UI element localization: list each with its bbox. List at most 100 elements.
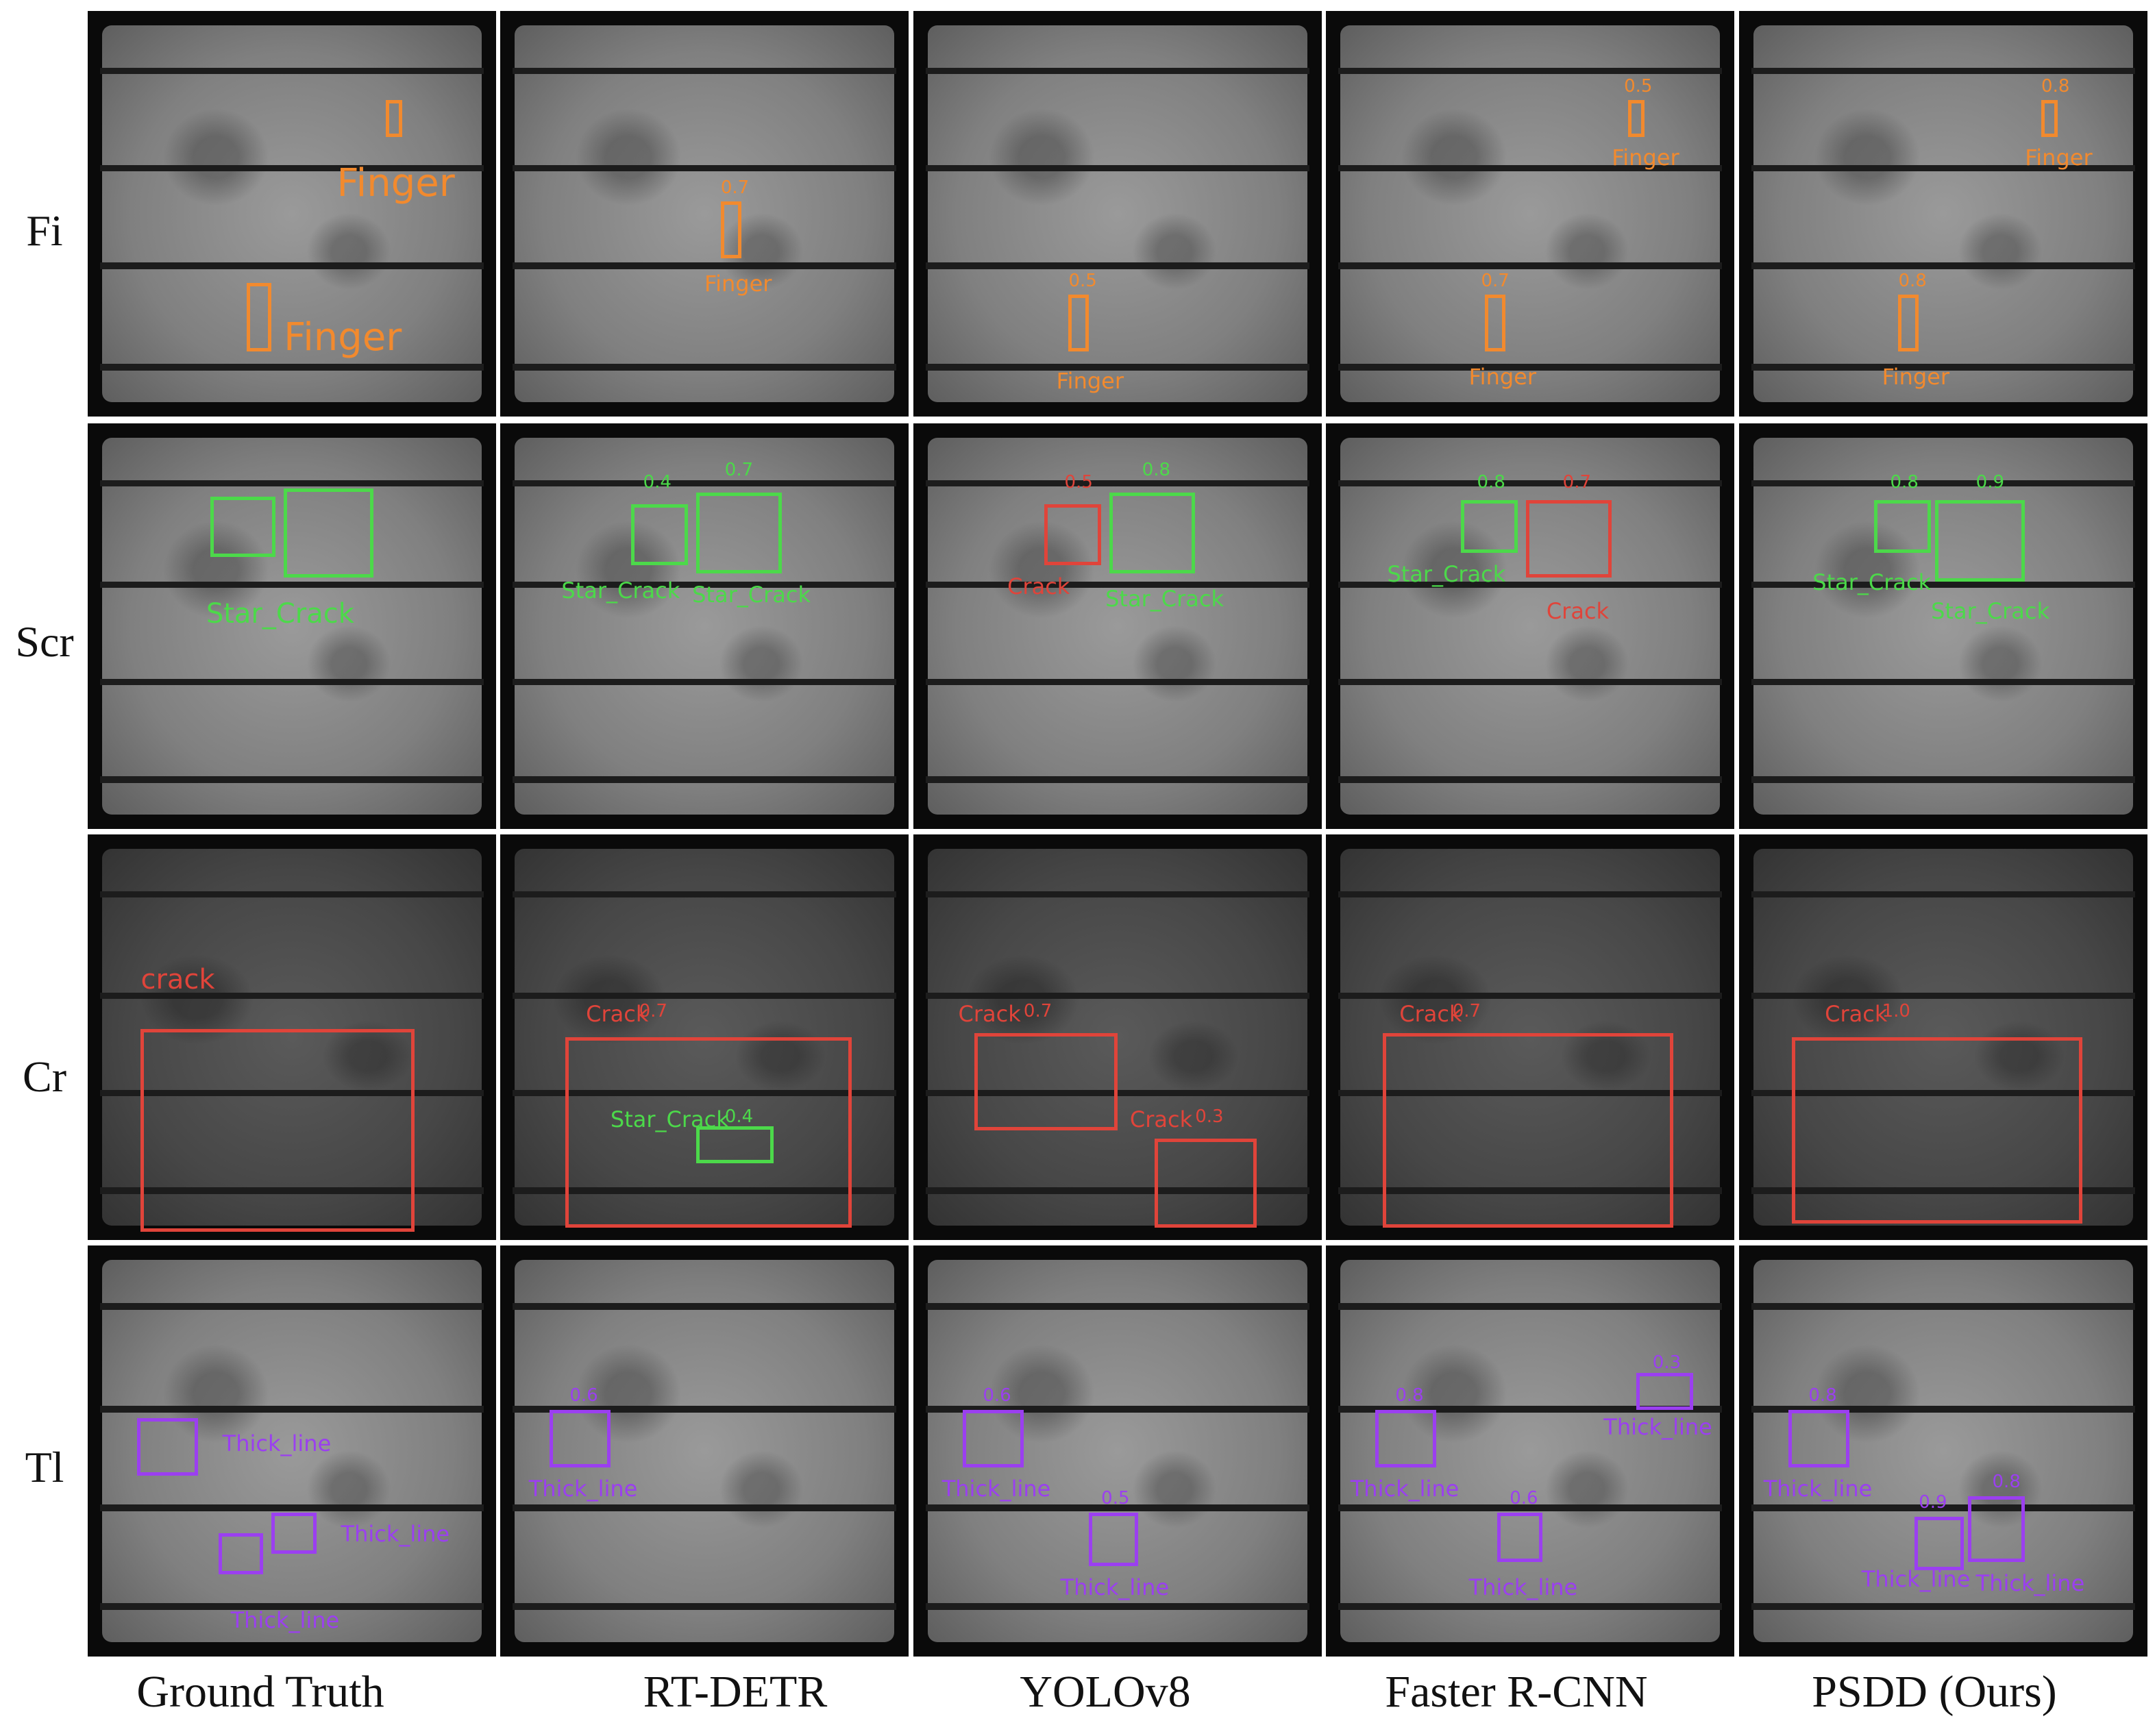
- solar-cell-image: Finger Finger: [88, 11, 496, 417]
- wafer-surface: [1753, 1260, 2134, 1642]
- detection-box: [1788, 1410, 1849, 1467]
- busbar-line: [925, 581, 1310, 588]
- wafer-surface: [927, 1260, 1308, 1642]
- detection-box: [1935, 500, 2025, 582]
- busbar-line: [1751, 1187, 2136, 1194]
- detection-box: [2041, 100, 2058, 137]
- detection-label: Star_Crack: [206, 597, 354, 630]
- detection-box: [136, 1418, 198, 1476]
- detection-label: Thick_line: [222, 1430, 332, 1456]
- column-label: Ground Truth: [136, 1667, 384, 1717]
- detection-box: [1898, 295, 1919, 352]
- busbar-line: [1751, 776, 2136, 783]
- detection-score: 0.8: [1477, 472, 1505, 493]
- detection-score: 0.4: [724, 1106, 754, 1127]
- detection-label: Finger: [1468, 364, 1536, 390]
- busbar-line: [1338, 1603, 1723, 1610]
- busbar-line: [512, 480, 897, 487]
- column-label: YOLOv8: [1020, 1667, 1191, 1717]
- busbar-line: [99, 581, 484, 588]
- solar-cell-image: Thick_line Thick_line Thick_line: [88, 1245, 496, 1657]
- busbar-line: [512, 262, 897, 269]
- column-label: RT-DETR: [643, 1667, 828, 1717]
- detection-box: [247, 282, 272, 352]
- detection-label: Thick_line: [1763, 1476, 1873, 1502]
- solar-cell-image: Thick_line 0.6: [500, 1245, 909, 1657]
- detection-score: 0.6: [983, 1385, 1011, 1406]
- busbar-line: [1338, 67, 1723, 75]
- busbar-line: [99, 992, 484, 1000]
- detection-score: 0.7: [1452, 1000, 1481, 1021]
- busbar-line: [99, 1504, 484, 1511]
- busbar-line: [1751, 891, 2136, 898]
- column-label: Faster R-CNN: [1385, 1667, 1648, 1717]
- detection-box: [140, 1029, 415, 1232]
- detection-box: [1154, 1139, 1257, 1228]
- wafer-surface: [101, 437, 482, 815]
- busbar-line: [925, 67, 1310, 75]
- detection-box: [1089, 1513, 1138, 1566]
- wafer-surface: [1753, 437, 2134, 815]
- busbar-line: [925, 992, 1310, 1000]
- busbar-line: [99, 67, 484, 75]
- detection-box: [1068, 295, 1089, 352]
- busbar-line: [1751, 992, 2136, 1000]
- detection-label: Star_Crack: [1931, 597, 2049, 624]
- busbar-line: [1338, 1303, 1723, 1310]
- busbar-line: [512, 364, 897, 371]
- busbar-line: [1338, 891, 1723, 898]
- detection-box: [1914, 1517, 1964, 1570]
- wafer-surface: [514, 1260, 895, 1642]
- busbar-line: [99, 480, 484, 487]
- detection-label: Star_Crack: [1387, 561, 1506, 588]
- detection-box: [1526, 500, 1612, 578]
- detection-score: 0.8: [1395, 1385, 1424, 1406]
- detection-label: Crack: [1007, 573, 1070, 600]
- detection-score: 0.6: [1510, 1488, 1538, 1509]
- busbar-line: [512, 992, 897, 1000]
- detection-label: Finger: [1056, 367, 1124, 394]
- detection-label: Crack: [958, 1000, 1021, 1027]
- busbar-line: [925, 678, 1310, 686]
- detection-box: [1485, 295, 1506, 352]
- wafer-surface: [927, 437, 1308, 815]
- busbar-line: [1751, 1504, 2136, 1511]
- detection-box: [271, 1513, 317, 1554]
- detection-label: Finger: [704, 270, 772, 297]
- busbar-line: [99, 262, 484, 269]
- detection-score: 0.8: [1808, 1385, 1837, 1406]
- detection-label: Thick_line: [1350, 1476, 1460, 1502]
- detection-label: Thick_line: [1060, 1574, 1170, 1600]
- busbar-line: [1751, 678, 2136, 686]
- busbar-line: [1338, 581, 1723, 588]
- row-label-fi: Fi: [26, 206, 63, 255]
- detection-label: Thick_line: [941, 1476, 1051, 1502]
- busbar-line: [1338, 776, 1723, 783]
- wafer-surface: [101, 848, 482, 1226]
- solar-cell-image: Thick_line 0.8 Thick_line 0.9 Thick_line 0.8: [1739, 1245, 2147, 1657]
- detection-score: 0.7: [1481, 270, 1510, 291]
- detection-box: [962, 1410, 1024, 1467]
- detection-box: [284, 488, 374, 578]
- detection-box: [1109, 492, 1196, 574]
- busbar-line: [512, 776, 897, 783]
- detection-label: Star_Crack: [561, 577, 680, 604]
- detection-score: 0.6: [569, 1385, 598, 1406]
- busbar-line: [1338, 164, 1723, 172]
- busbar-line: [925, 1603, 1310, 1610]
- detection-score: 0.8: [1992, 1472, 2021, 1492]
- solar-cell-image: Finger 0.7: [500, 11, 909, 417]
- busbar-line: [1338, 992, 1723, 1000]
- detection-label: Thick_line: [1603, 1414, 1712, 1440]
- busbar-line: [99, 1603, 484, 1610]
- busbar-line: [1751, 364, 2136, 371]
- busbar-line: [925, 164, 1310, 172]
- wafer-surface: [1340, 25, 1721, 403]
- detection-box: [218, 1533, 264, 1574]
- detection-label: Star_Crack: [610, 1106, 729, 1132]
- busbar-line: [99, 1303, 484, 1310]
- detection-label: Star_Crack: [1105, 585, 1224, 612]
- busbar-line: [512, 581, 897, 588]
- busbar-line: [925, 1303, 1310, 1310]
- busbar-line: [1751, 581, 2136, 588]
